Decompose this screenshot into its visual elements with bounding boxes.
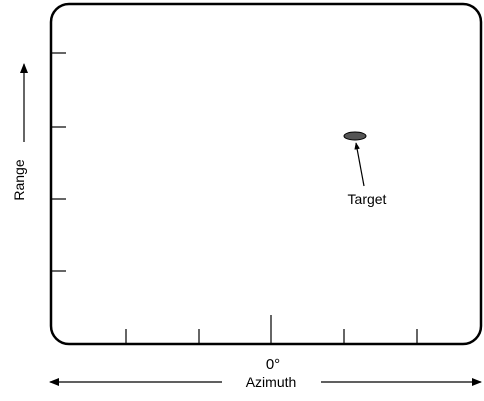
- display-screen-frame: [49, 2, 483, 346]
- target-label: Target: [348, 191, 387, 207]
- x-axis-label: Azimuth: [246, 374, 297, 390]
- y-axis-label: Range: [11, 159, 27, 200]
- center-azimuth-label: 0°: [266, 356, 280, 373]
- azimuth-tick-marks: [125, 315, 418, 343]
- range-tick-marks: [52, 52, 66, 272]
- target-pointer-arrow: [354, 142, 365, 187]
- target-blip: [343, 131, 367, 141]
